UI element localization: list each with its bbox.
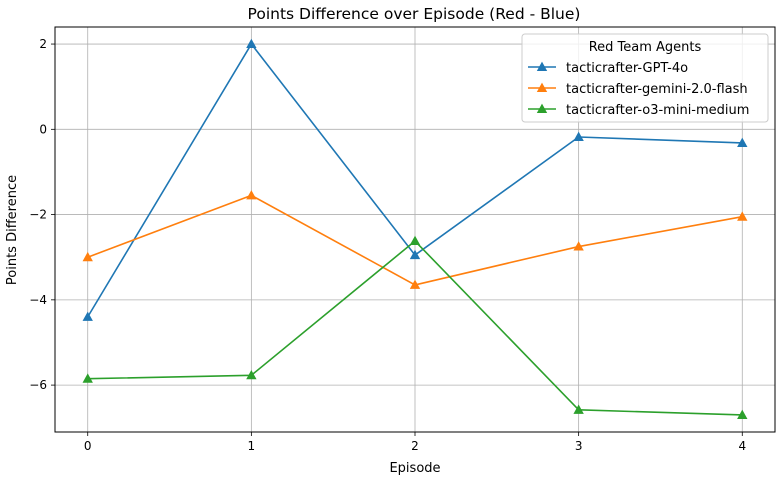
legend: Red Team Agents tacticrafter-GPT-4otacti…	[521, 33, 769, 123]
y-tick-label: −4	[29, 293, 47, 307]
legend-label: tacticrafter-gemini-2.0-flash	[566, 82, 748, 97]
x-tick-label: 1	[248, 439, 256, 453]
x-tick-label: 3	[575, 439, 583, 453]
y-tick-label: −6	[29, 378, 47, 392]
x-axis-label: Episode	[389, 461, 440, 476]
y-tick-label: 0	[39, 122, 47, 136]
legend-marker-swatch	[536, 82, 548, 92]
data-point-marker	[573, 241, 584, 251]
legend-box	[521, 33, 769, 123]
legend-label: tacticrafter-GPT-4o	[566, 61, 688, 76]
data-point-marker	[246, 190, 257, 200]
series-layer	[82, 38, 748, 419]
data-point-marker	[573, 131, 584, 141]
data-point-marker	[82, 311, 93, 321]
data-point-marker	[737, 211, 748, 221]
axis-ticks: 0 1 2 3 4 −6 −4 −2 0 2	[29, 37, 746, 453]
data-point-marker	[246, 369, 257, 380]
data-point-marker	[82, 373, 93, 383]
legend-label: tacticrafter-o3-mini-medium	[566, 103, 749, 118]
y-axis-label: Points Difference	[5, 175, 20, 285]
legend-title: Red Team Agents	[589, 40, 702, 55]
series-1	[82, 38, 748, 321]
x-tick-label: 0	[84, 439, 92, 453]
x-tick-label: 4	[738, 439, 746, 453]
data-point-marker	[737, 137, 748, 147]
legend-marker-swatch	[536, 61, 548, 71]
legend-item: tacticrafter-gemini-2.0-flash	[528, 82, 748, 97]
data-point-marker	[246, 38, 257, 49]
data-point-marker	[409, 279, 421, 289]
data-point-marker	[409, 235, 421, 246]
legend-item: tacticrafter-o3-mini-medium	[528, 103, 749, 118]
data-point-marker	[573, 404, 584, 414]
y-tick-label: −2	[29, 208, 47, 222]
legend-items: tacticrafter-GPT-4o tacticrafter-gemini-2…	[528, 61, 749, 118]
series-2	[82, 190, 748, 289]
chart-title: Points Difference over Episode (Red - Bl…	[248, 5, 581, 23]
legend-item: tacticrafter-GPT-4o	[528, 61, 688, 76]
data-point-marker	[409, 249, 421, 260]
legend-marker-swatch	[536, 103, 548, 113]
series-3	[82, 235, 748, 419]
y-tick-label: 2	[39, 37, 47, 51]
x-tick-label: 2	[411, 439, 419, 453]
data-point-marker	[737, 409, 748, 419]
data-point-marker	[82, 251, 93, 262]
